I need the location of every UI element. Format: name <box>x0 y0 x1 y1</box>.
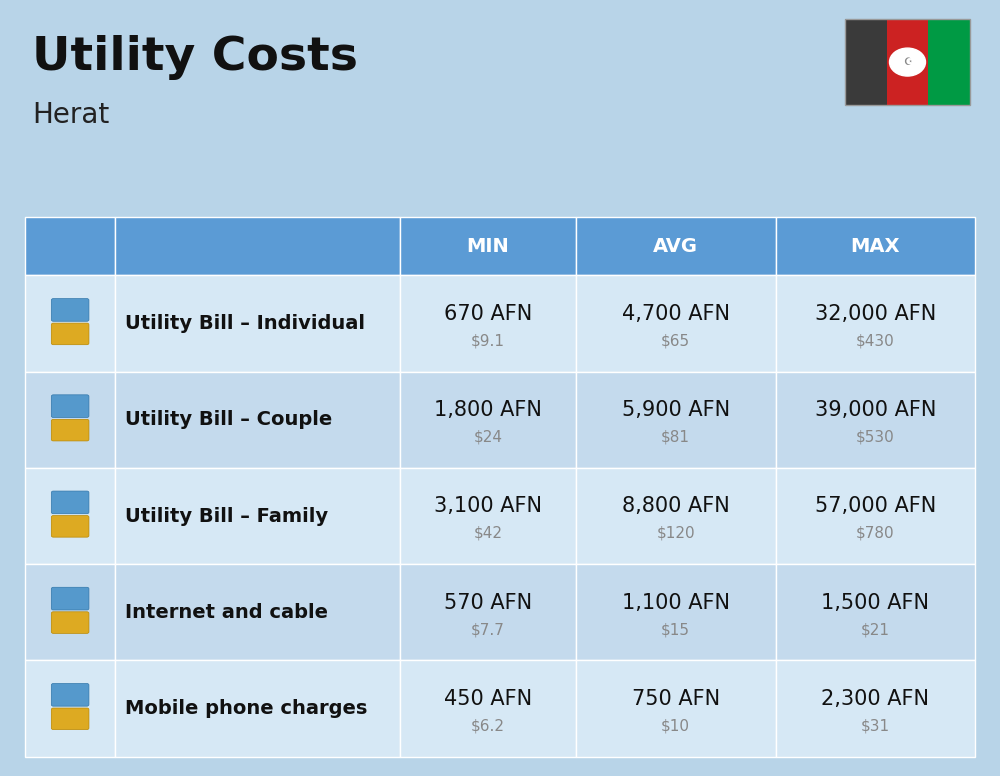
Text: 32,000 AFN: 32,000 AFN <box>815 304 936 324</box>
Text: $10: $10 <box>661 719 690 733</box>
FancyBboxPatch shape <box>776 660 975 757</box>
Text: $120: $120 <box>656 526 695 541</box>
FancyBboxPatch shape <box>776 564 975 660</box>
FancyBboxPatch shape <box>25 217 115 275</box>
FancyBboxPatch shape <box>776 372 975 468</box>
Text: Mobile phone charges: Mobile phone charges <box>125 699 368 718</box>
FancyBboxPatch shape <box>51 684 89 706</box>
Text: $21: $21 <box>861 622 890 637</box>
Text: 8,800 AFN: 8,800 AFN <box>622 497 730 516</box>
Text: Internet and cable: Internet and cable <box>125 603 328 622</box>
FancyBboxPatch shape <box>51 708 89 729</box>
FancyBboxPatch shape <box>400 660 576 757</box>
Text: $9.1: $9.1 <box>471 334 505 348</box>
FancyBboxPatch shape <box>576 372 776 468</box>
Circle shape <box>890 48 926 76</box>
FancyBboxPatch shape <box>25 372 115 468</box>
Text: 5,900 AFN: 5,900 AFN <box>622 400 730 420</box>
Text: 670 AFN: 670 AFN <box>444 304 532 324</box>
FancyBboxPatch shape <box>887 19 928 105</box>
FancyBboxPatch shape <box>51 323 89 345</box>
FancyBboxPatch shape <box>51 395 89 417</box>
FancyBboxPatch shape <box>400 372 576 468</box>
Text: $42: $42 <box>474 526 503 541</box>
FancyBboxPatch shape <box>25 468 115 564</box>
Text: $31: $31 <box>861 719 890 733</box>
Text: 4,700 AFN: 4,700 AFN <box>622 304 730 324</box>
FancyBboxPatch shape <box>51 491 89 514</box>
FancyBboxPatch shape <box>776 217 975 275</box>
FancyBboxPatch shape <box>115 217 400 275</box>
Text: 39,000 AFN: 39,000 AFN <box>815 400 936 420</box>
Text: 57,000 AFN: 57,000 AFN <box>815 497 936 516</box>
Text: 1,500 AFN: 1,500 AFN <box>821 593 929 612</box>
FancyBboxPatch shape <box>400 468 576 564</box>
FancyBboxPatch shape <box>576 660 776 757</box>
Text: 570 AFN: 570 AFN <box>444 593 532 612</box>
Text: 3,100 AFN: 3,100 AFN <box>434 497 542 516</box>
Text: Utility Bill – Family: Utility Bill – Family <box>125 507 328 525</box>
Text: Utility Costs: Utility Costs <box>32 35 358 80</box>
Text: $6.2: $6.2 <box>471 719 505 733</box>
FancyBboxPatch shape <box>845 19 887 105</box>
FancyBboxPatch shape <box>576 275 776 372</box>
FancyBboxPatch shape <box>400 275 576 372</box>
FancyBboxPatch shape <box>51 419 89 441</box>
Text: AVG: AVG <box>653 237 698 256</box>
Text: $81: $81 <box>661 430 690 445</box>
FancyBboxPatch shape <box>928 19 970 105</box>
FancyBboxPatch shape <box>776 275 975 372</box>
FancyBboxPatch shape <box>576 217 776 275</box>
Text: MIN: MIN <box>467 237 510 256</box>
FancyBboxPatch shape <box>51 611 89 633</box>
FancyBboxPatch shape <box>576 468 776 564</box>
FancyBboxPatch shape <box>115 468 400 564</box>
Text: $7.7: $7.7 <box>471 622 505 637</box>
Text: $24: $24 <box>474 430 503 445</box>
Text: $15: $15 <box>661 622 690 637</box>
Text: Utility Bill – Individual: Utility Bill – Individual <box>125 314 365 333</box>
FancyBboxPatch shape <box>51 515 89 537</box>
Text: $530: $530 <box>856 430 895 445</box>
Text: Herat: Herat <box>32 101 109 129</box>
FancyBboxPatch shape <box>25 660 115 757</box>
Text: $65: $65 <box>661 334 690 348</box>
FancyBboxPatch shape <box>115 660 400 757</box>
FancyBboxPatch shape <box>51 587 89 610</box>
Text: 1,800 AFN: 1,800 AFN <box>434 400 542 420</box>
Text: 1,100 AFN: 1,100 AFN <box>622 593 730 612</box>
FancyBboxPatch shape <box>400 564 576 660</box>
FancyBboxPatch shape <box>400 217 576 275</box>
FancyBboxPatch shape <box>576 564 776 660</box>
Text: Utility Bill – Couple: Utility Bill – Couple <box>125 411 332 429</box>
FancyBboxPatch shape <box>51 299 89 321</box>
Text: 450 AFN: 450 AFN <box>444 689 532 708</box>
Text: $780: $780 <box>856 526 895 541</box>
Text: $430: $430 <box>856 334 895 348</box>
FancyBboxPatch shape <box>776 468 975 564</box>
Text: MAX: MAX <box>850 237 900 256</box>
FancyBboxPatch shape <box>115 372 400 468</box>
Text: 2,300 AFN: 2,300 AFN <box>821 689 929 708</box>
Text: 750 AFN: 750 AFN <box>632 689 720 708</box>
FancyBboxPatch shape <box>25 564 115 660</box>
FancyBboxPatch shape <box>115 564 400 660</box>
FancyBboxPatch shape <box>115 275 400 372</box>
FancyBboxPatch shape <box>25 275 115 372</box>
Text: ☪: ☪ <box>903 57 912 67</box>
